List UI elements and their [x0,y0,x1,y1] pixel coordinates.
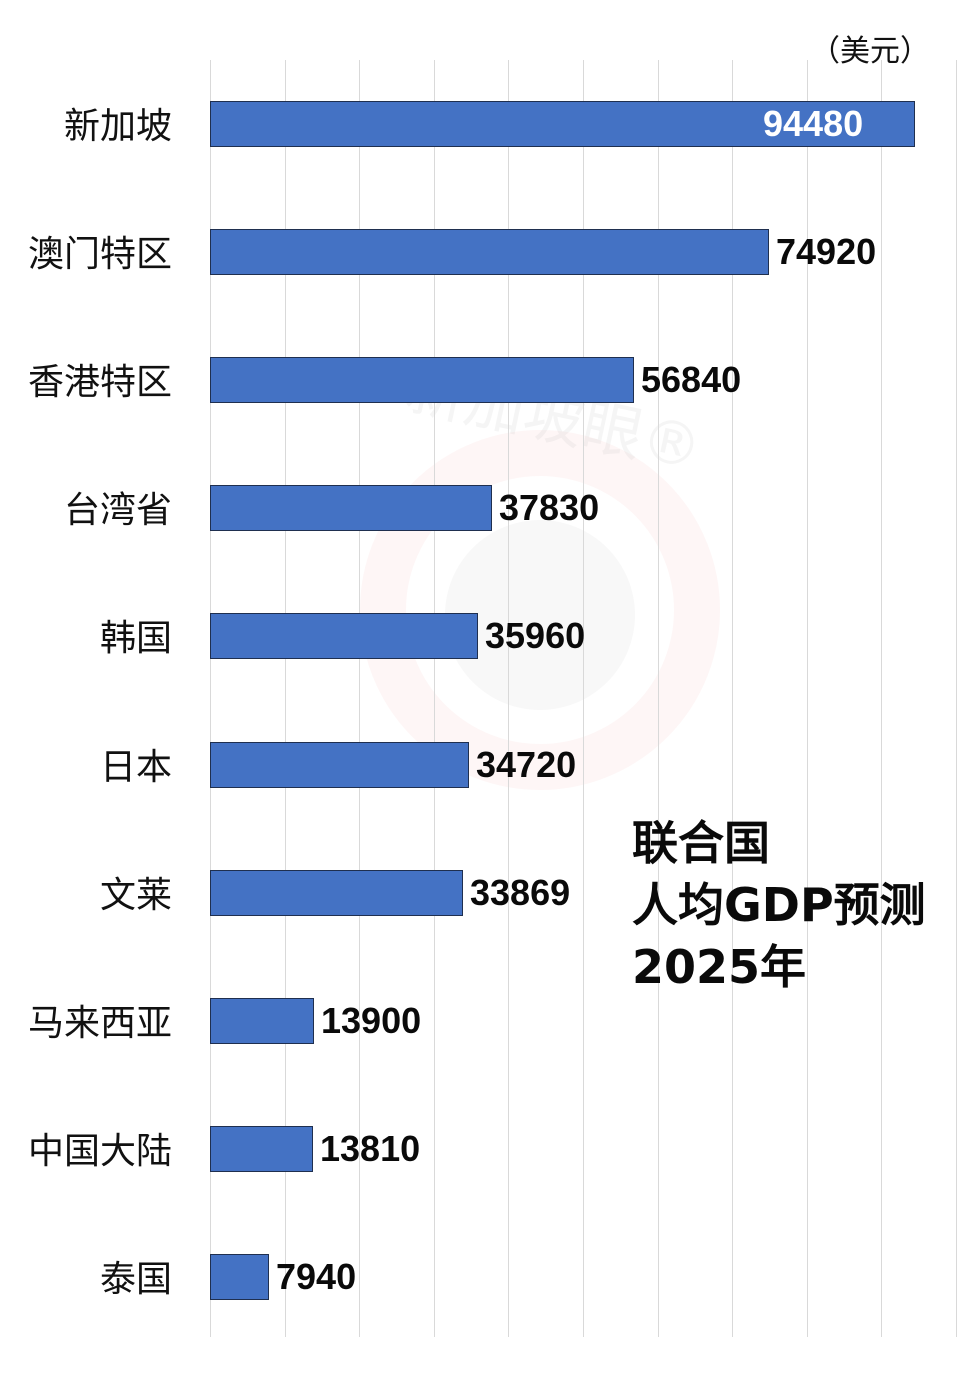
gridline [956,60,957,1337]
category-label: 香港特区 [27,362,172,404]
category-label: 澳门特区 [27,234,172,276]
category-label: 马来西亚 [27,1002,172,1044]
bar-row: 香港特区 56840 [0,357,960,485]
value-label: 35960 [485,615,586,657]
title-line-2: 人均GDP预测 [632,878,926,932]
gridline [210,60,211,1337]
bar [210,229,769,276]
chart-title: 联合国 人均GDP预测 2025年 [632,812,926,998]
gridline [359,60,360,1337]
bar-row: 中国大陆 13810 [0,1125,960,1254]
bar-row: 韩国 35960 [0,613,960,741]
title-line-1: 联合国 [632,816,770,870]
value-label: 34720 [476,743,577,785]
bar-row: 泰国 7940 [0,1253,960,1382]
bar-row: 日本 34720 [0,741,960,870]
gridline [285,60,286,1337]
unit-label: （美元） [810,34,930,69]
bar [210,1125,313,1172]
gridline [658,60,659,1337]
category-label: 新加坡 [63,106,172,147]
value-label: 33869 [470,871,571,913]
bar-row: 澳门特区 74920 [0,229,960,357]
bar-row: 马来西亚 13900 [0,997,960,1126]
bar [210,869,463,916]
bar-row: 文莱 33869 [0,869,960,998]
value-label: 74920 [776,231,877,273]
bar [210,101,915,147]
bar [210,613,478,660]
value-label: 13900 [321,999,422,1041]
bar-row: 台湾省 37830 [0,485,960,613]
value-label: 7940 [276,1255,357,1297]
bar [210,741,469,788]
category-label: 文莱 [99,874,172,916]
gridline [807,60,808,1337]
gridline [434,60,435,1337]
value-label: 94480 [763,103,864,144]
category-label: 泰国 [99,1258,172,1300]
title-line-3: 2025年 [632,940,807,994]
category-label: 台湾省 [63,490,172,532]
gridline [732,60,733,1337]
bar [210,357,634,404]
bar [210,485,492,532]
gridline [881,60,882,1337]
value-label: 37830 [499,487,600,529]
plot-area [210,60,957,1337]
bar [210,1253,269,1300]
category-label: 韩国 [99,618,172,660]
gridline [508,60,509,1337]
category-label: 中国大陆 [27,1130,172,1172]
value-label: 56840 [641,359,742,401]
bar [210,997,314,1044]
bar-row: 新加坡 94480 [0,101,960,229]
category-label: 日本 [99,746,172,788]
value-label: 13810 [320,1127,421,1169]
gridline [583,60,584,1337]
